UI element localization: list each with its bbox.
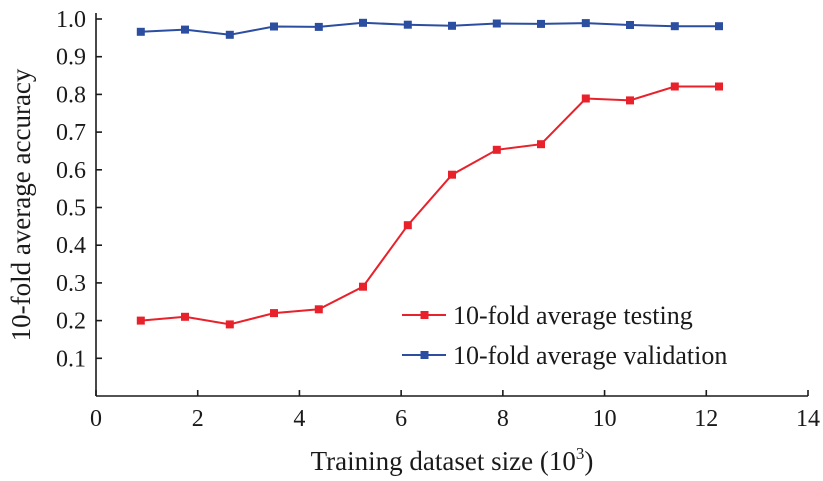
y-axis-title: 10-fold average accuracy (6, 68, 36, 341)
x-tick-label: 10 (593, 406, 617, 432)
data-point-validation (581, 19, 590, 28)
data-point-validation (448, 21, 456, 30)
legend-label-validation: 10-fold average validation (453, 341, 727, 370)
data-point-testing (492, 145, 501, 154)
x-tick-label: 12 (694, 406, 718, 432)
data-point-validation (492, 19, 501, 28)
series-line-validation (140, 21, 719, 36)
data-point-testing (314, 305, 323, 314)
x-tick-label: 8 (497, 406, 509, 432)
data-point-validation (181, 25, 189, 34)
y-tick-label: 0.5 (56, 196, 86, 222)
y-tick-label: 0.7 (56, 120, 86, 146)
data-point-testing (403, 221, 412, 230)
x-tick-label: 14 (796, 406, 820, 432)
y-tick-label: 0.4 (56, 233, 86, 259)
series-layer (136, 18, 723, 329)
legend-item-testing: 10-fold average testing (402, 301, 693, 330)
legend: 10-fold average testing 10-fold average … (402, 301, 727, 370)
data-point-testing (715, 82, 723, 91)
data-point-testing (136, 316, 145, 325)
legend-label-testing: 10-fold average testing (453, 301, 693, 330)
axes (95, 13, 808, 397)
y-tick-label: 0.3 (56, 271, 86, 297)
data-point-testing (359, 282, 367, 291)
data-point-validation (537, 19, 545, 28)
data-point-validation (359, 18, 367, 27)
data-point-validation (715, 22, 723, 31)
y-tick-label: 0.6 (56, 158, 86, 184)
legend-item-validation: 10-fold average validation (402, 341, 727, 370)
data-point-validation (626, 21, 634, 29)
data-point-validation (314, 22, 323, 31)
data-point-validation (136, 27, 145, 36)
x-tick-label: 4 (293, 406, 305, 432)
data-point-validation (403, 20, 412, 29)
x-tick-label: 2 (192, 406, 204, 432)
data-point-validation (225, 30, 234, 39)
y-tick-label: 1.0 (56, 7, 86, 33)
legend-marker-validation (420, 351, 429, 359)
data-point-testing (670, 82, 679, 91)
x-axis-title: Training dataset size (103) (311, 444, 594, 476)
data-point-testing (225, 320, 234, 329)
x-tick-label: 6 (395, 406, 407, 432)
y-tick-label: 0.1 (56, 346, 86, 372)
data-point-testing (537, 140, 545, 149)
series-line-testing (140, 85, 719, 326)
series-testing (136, 82, 723, 329)
data-point-validation (670, 22, 679, 31)
x-tick-label: 0 (90, 406, 102, 432)
y-ticks: 0.1 0.2 0.3 0.4 0.5 0.6 0.7 0.8 0.9 1.0 (56, 7, 102, 372)
legend-marker-testing (420, 311, 429, 319)
y-tick-label: 0.8 (56, 82, 86, 108)
data-point-testing (270, 309, 278, 318)
data-point-testing (581, 94, 590, 103)
data-point-testing (626, 96, 634, 105)
data-point-testing (448, 170, 456, 179)
data-point-testing (181, 312, 189, 321)
x-ticks: 0 2 4 6 8 10 12 14 (90, 390, 820, 432)
y-tick-label: 0.2 (56, 309, 86, 335)
y-tick-label: 0.9 (56, 45, 86, 71)
data-point-validation (270, 22, 278, 31)
series-validation (136, 18, 723, 39)
